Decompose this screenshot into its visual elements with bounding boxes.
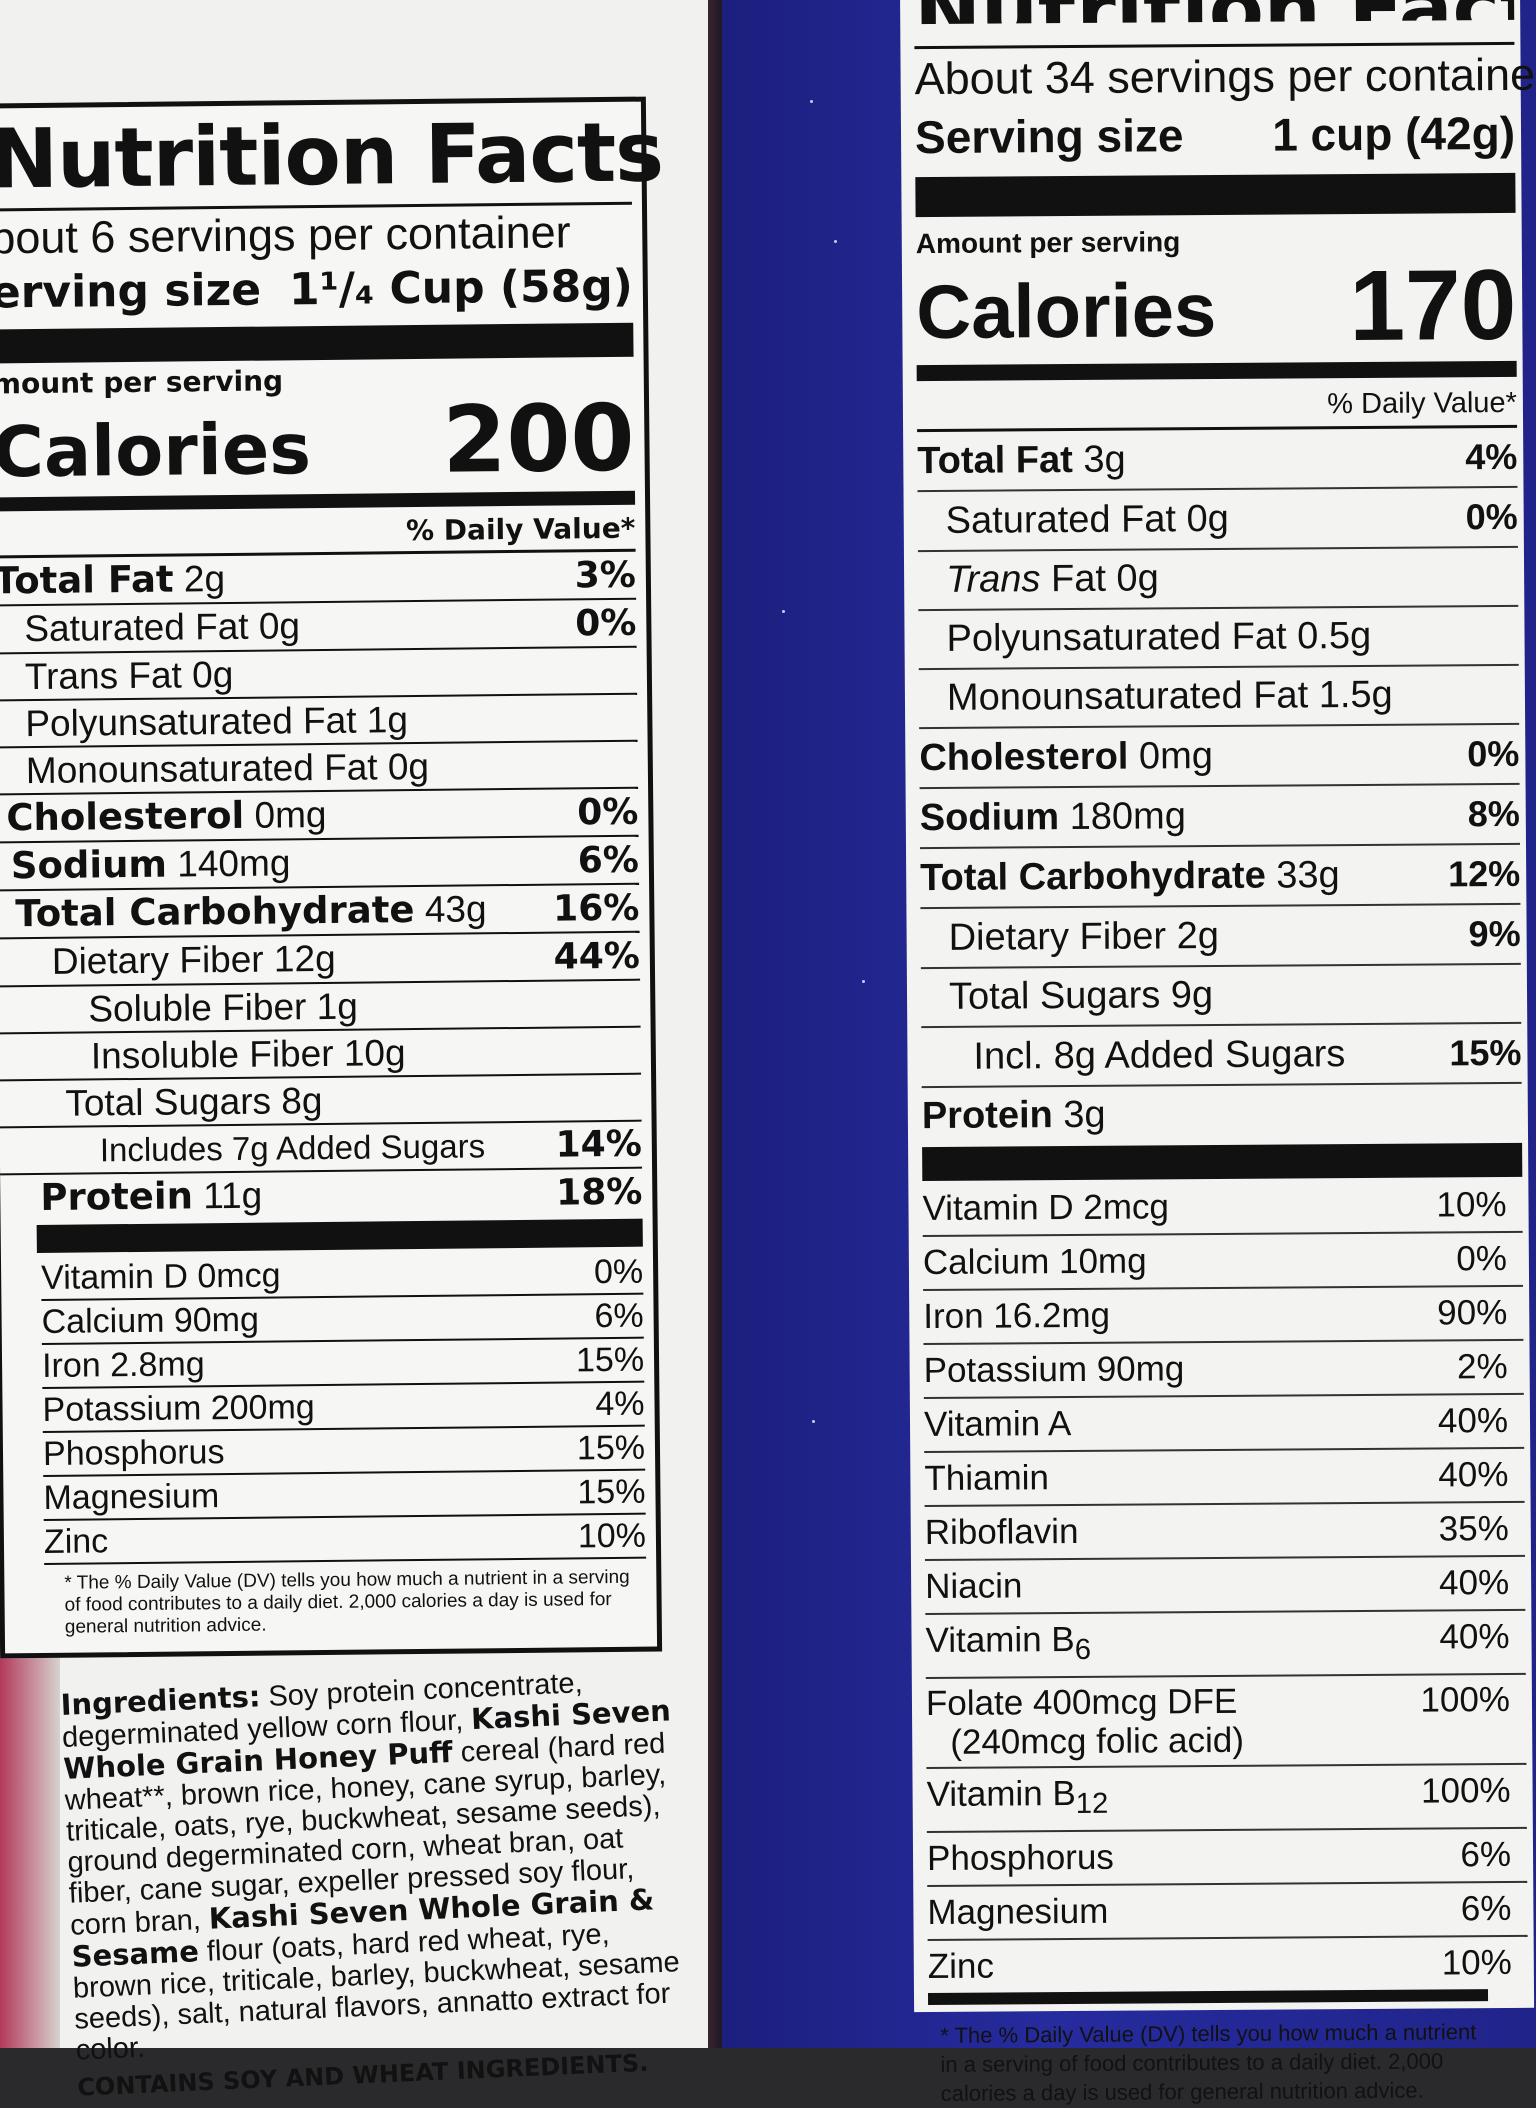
nutrient-row: Cholesterol 0mg 0% — [919, 724, 1520, 790]
left-calories: Calories 200 — [0, 384, 635, 494]
left-allergen-statement: CONTAINS SOY AND WHEAT INGREDIENTS. — [76, 2048, 649, 2102]
nutrient-row: Protein 3g — [921, 1093, 1106, 1138]
left-serving-size: erving size 1¹/₄ Cup (58g) — [0, 259, 633, 322]
nutrient-row: Total Sugars 8g — [0, 1074, 642, 1129]
left-calories-value: 200 — [441, 384, 635, 494]
vitamin-row: Thiamin 40% — [924, 1448, 1525, 1508]
vitamin-row: Iron 2.8mg 15% — [41, 1338, 645, 1389]
vitamin-row: Vitamin B12 100% — [926, 1764, 1527, 1834]
speck — [810, 100, 813, 103]
nutrient-row: Soluble Fiber 1g — [0, 980, 641, 1035]
vitamin-row: Niacin 40% — [924, 1556, 1526, 1616]
nutrient-row: Monounsaturated Fat 0g — [0, 741, 639, 796]
right-serving-size: Serving size 1 cup (42g) — [915, 105, 1515, 165]
left-title: Nutrition Facts — [0, 105, 664, 208]
box-seam — [708, 0, 726, 2048]
nutrient-row: Dietary Fiber 12g 44% — [0, 932, 641, 988]
vitamin-row: Phosphorus 6% — [926, 1828, 1528, 1888]
nutrient-row: Total Carbohydrate 33g 12% — [920, 844, 1521, 910]
left-ingredients: Ingredients: Soy protein concentrate, de… — [60, 1663, 687, 2103]
vitamin-row: Vitamin B6 40% — [925, 1610, 1526, 1680]
nutrient-row: Saturated Fat 0g 0% — [0, 599, 637, 655]
right-calories: Calories 170 — [915, 248, 1517, 363]
speck — [834, 240, 837, 243]
right-serving-size-value: 1 cup (42g) — [1272, 106, 1516, 161]
speck — [782, 610, 785, 613]
right-title: Nutrition Facts — [914, 0, 1514, 24]
left-thick-rule-2 — [36, 1218, 643, 1254]
right-footnote: * The % Daily Value (DV) tells you how m… — [940, 2019, 1477, 2106]
nutrient-row: Sodium 140mg 6% — [0, 836, 640, 892]
vitamin-row: Calcium 10mg 0% — [922, 1232, 1524, 1292]
nutrient-row: Trans Fat 0g — [0, 647, 638, 702]
left-daily-value-header: % Daily Value* — [0, 508, 636, 559]
vitamin-row: Magnesium 6% — [927, 1882, 1528, 1942]
speck — [812, 1420, 815, 1423]
left-serving-size-label: erving size — [0, 264, 262, 319]
nutrient-row: Includes 7g Added Sugars 14% — [0, 1121, 643, 1176]
right-medium-rule — [916, 360, 1517, 382]
nutrient-row: Monounsaturated Fat 1.5g — [918, 665, 1520, 730]
vitamin-row: Zinc 10% — [927, 1942, 1512, 1987]
vitamin-row: Riboflavin 35% — [924, 1502, 1525, 1562]
nutrient-row: Total Sugars 9g — [920, 964, 1522, 1029]
nutrient-row: Incl. 8g Added Sugars 15% — [921, 1023, 1522, 1089]
left-servings: bout 6 servings per container — [0, 201, 633, 266]
nutrient-row: Trans Fat 0g — [917, 547, 1519, 612]
vitamin-row: Calcium 90mg 6% — [41, 1294, 644, 1345]
vitamin-row: Zinc 10% — [43, 1514, 647, 1565]
right-calories-label: Calories — [915, 267, 1217, 356]
nutrient-row: Dietary Fiber 2g 9% — [920, 904, 1521, 970]
nutrient-row: Sodium 180mg 8% — [919, 784, 1520, 850]
left-medium-rule — [0, 490, 636, 512]
vitamin-row: Iron 16.2mg 90% — [923, 1286, 1524, 1346]
right-thick-rule-2 — [922, 1142, 1523, 1182]
vitamin-row: Vitamin A 40% — [923, 1394, 1525, 1454]
nutrient-row: Total Fat 3g 4% — [917, 427, 1518, 493]
nutrient-row: Insoluble Fiber 10g — [0, 1027, 642, 1082]
left-nutrition-label: Nutrition Facts bout 6 servings per cont… — [0, 96, 664, 1659]
right-thick-rule — [915, 172, 1516, 218]
nutrient-row: Saturated Fat 0g 0% — [917, 487, 1518, 553]
left-thick-rule — [0, 322, 634, 364]
right-calories-value: 170 — [1348, 248, 1517, 363]
vitamin-row: Vitamin D 0mcg 0% — [40, 1250, 644, 1301]
right-bottom-rule — [927, 1989, 1489, 2006]
vitamin-row: Potassium 90mg 2% — [923, 1340, 1524, 1400]
right-nutrition-label: Nutrition Facts About 34 servings per co… — [899, 0, 1536, 2106]
vitamin-row: Potassium 200mg 4% — [42, 1382, 645, 1433]
right-servings: About 34 servings per container — [914, 41, 1536, 110]
left-footnote: * The % Daily Value (DV) tells you how m… — [64, 1566, 630, 1638]
speck — [862, 980, 865, 983]
left-serving-size-value: 1¹/₄ Cup (58g) — [288, 260, 634, 316]
left-calories-label: Calories — [0, 408, 312, 494]
folate-row: Folate 400mcg DFE 100% (240mcg folic acid… — [925, 1674, 1527, 1770]
right-daily-value-header: % Daily Value* — [916, 380, 1518, 433]
nutrient-row: Total Fat 2g 3% — [0, 551, 637, 607]
vitamin-row: Magnesium 15% — [43, 1470, 646, 1521]
nutrient-row: Polyunsaturated Fat 1g — [0, 694, 638, 749]
nutrient-row: Protein 11g 18% — [40, 1171, 643, 1219]
vitamin-row: Phosphorus 15% — [42, 1426, 646, 1477]
right-serving-size-label: Serving size — [914, 109, 1184, 164]
nutrient-row: Polyunsaturated Fat 0.5g — [918, 606, 1519, 671]
nutrient-row: Total Carbohydrate 43g 16% — [0, 884, 640, 940]
vitamin-row: Vitamin D 2mcg 10% — [922, 1178, 1523, 1238]
nutrient-row: Cholesterol 0mg 0% — [0, 788, 639, 844]
